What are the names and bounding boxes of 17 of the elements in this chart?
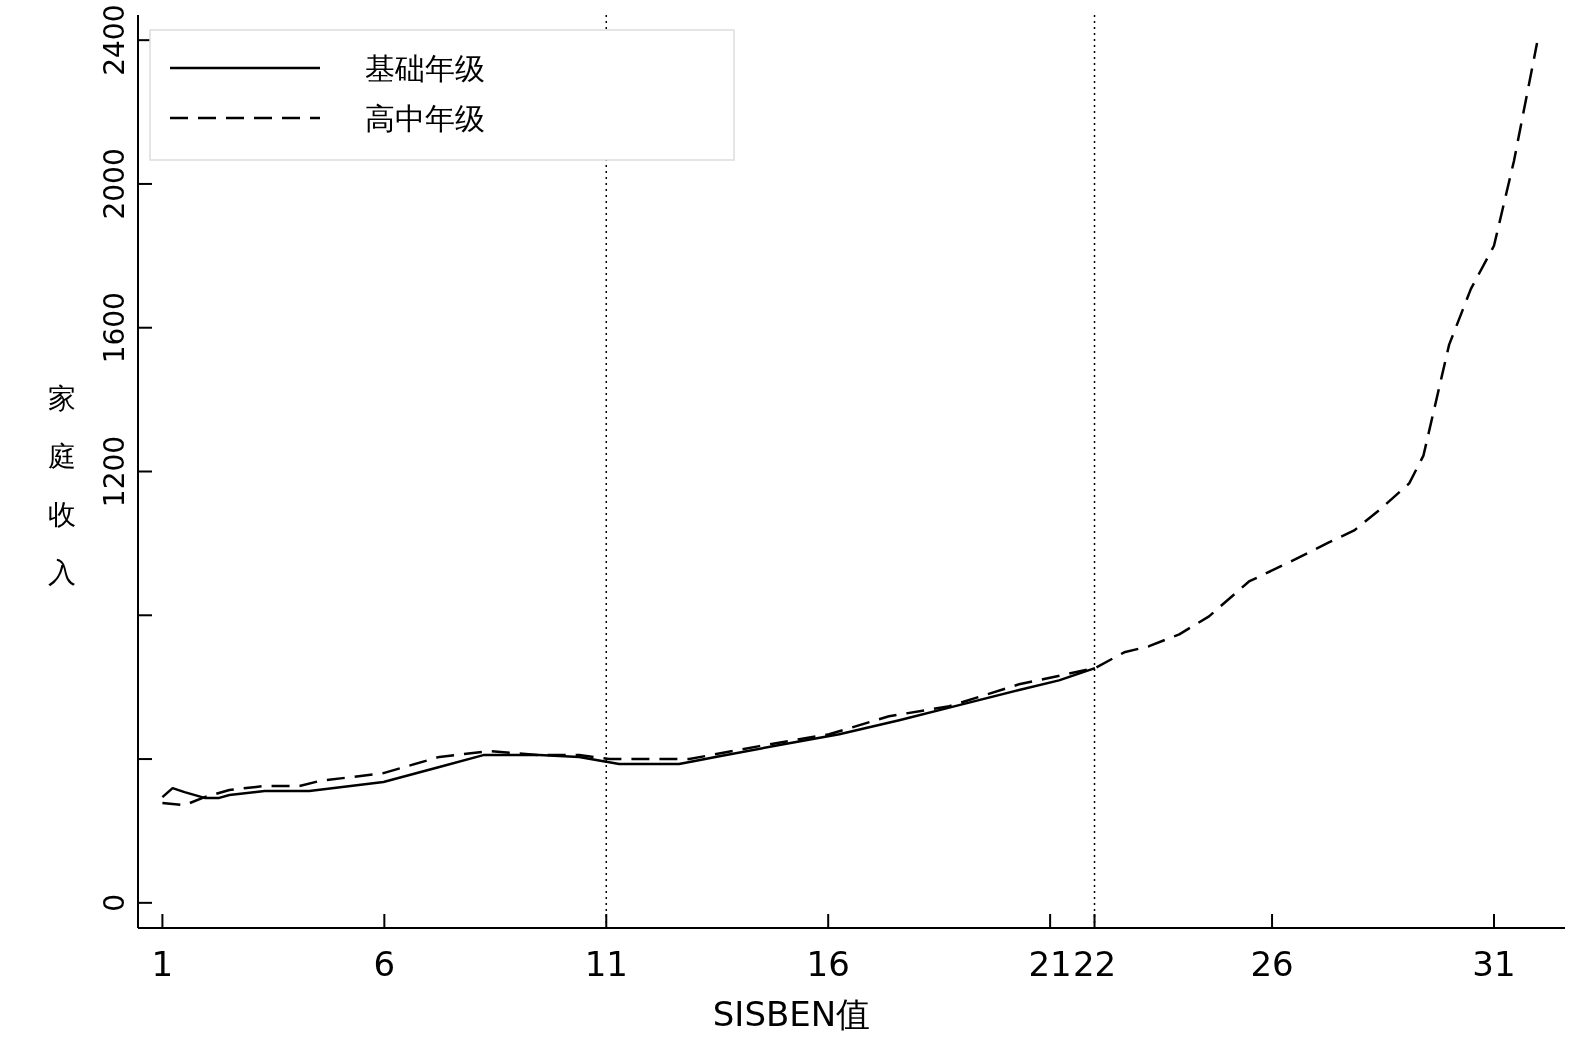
- legend-label: 高中年级: [365, 101, 485, 136]
- y-tick-label: 0: [98, 893, 131, 912]
- y-tick-label: 1600: [98, 292, 131, 364]
- x-tick-label: 31: [1472, 944, 1516, 984]
- x-tick-label: 21: [1028, 944, 1072, 984]
- x-tick-label: 6: [373, 944, 396, 984]
- x-axis-title: SISBEN值: [712, 994, 871, 1034]
- y-tick-label: 2000: [98, 148, 131, 220]
- y-tick-label: 2400: [98, 4, 131, 76]
- x-tick-label: 22: [1072, 944, 1117, 984]
- y-axis-title: 家庭收入: [48, 382, 76, 589]
- x-tick-label: 11: [584, 944, 628, 984]
- x-tick-label: 16: [806, 944, 850, 984]
- x-tick-label: 1: [151, 944, 174, 984]
- x-tick-label: 26: [1250, 944, 1294, 984]
- legend-label: 基础年级: [365, 51, 485, 86]
- y-tick-label: 1200: [98, 435, 131, 508]
